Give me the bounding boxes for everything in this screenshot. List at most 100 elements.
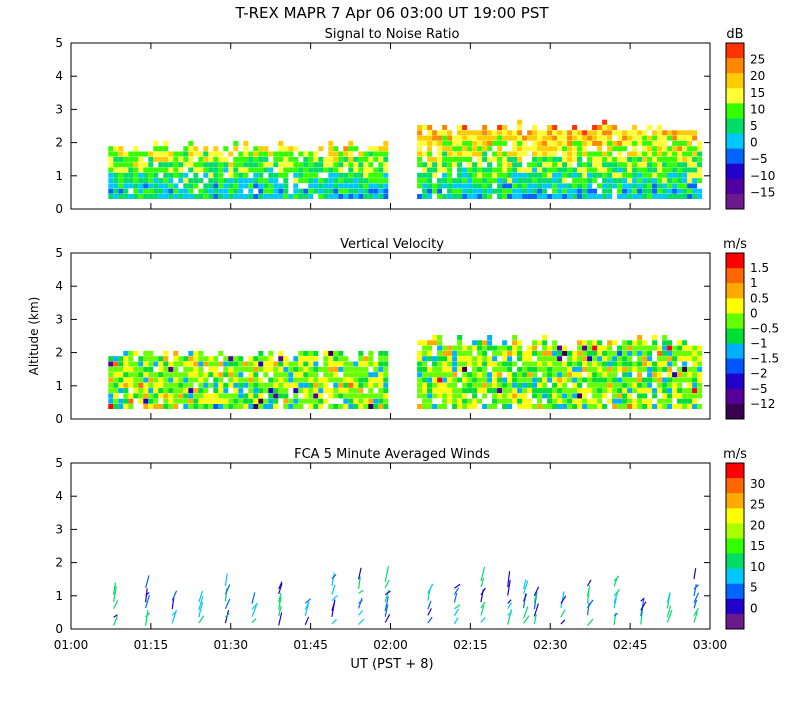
heat-cell (577, 172, 583, 178)
heat-cell (417, 350, 423, 356)
heat-cell (477, 345, 483, 351)
heat-cell (363, 361, 369, 367)
heat-cell (343, 388, 349, 394)
heat-cell (123, 393, 129, 399)
heat-cell (168, 372, 174, 378)
heat-cell (143, 388, 149, 394)
heat-cell (442, 366, 448, 372)
heat-cell (507, 345, 513, 351)
heat-cell (567, 146, 573, 152)
heat-cell (138, 156, 144, 162)
heat-cell (557, 172, 563, 178)
heat-cell (512, 393, 518, 399)
heat-cell (542, 183, 548, 189)
heat-cell (597, 151, 603, 157)
heat-cell (477, 183, 483, 189)
heat-cell (612, 156, 618, 162)
heat-cell (313, 350, 319, 356)
y-tick-label: 3 (55, 102, 63, 116)
heat-cell (253, 178, 259, 184)
heat-cell (113, 146, 119, 152)
wind-barb (480, 566, 486, 582)
heat-cell (572, 377, 578, 383)
heat-cell (607, 130, 613, 136)
wind-barb (453, 608, 460, 617)
heat-cell (597, 156, 603, 162)
heat-cell (318, 156, 324, 162)
heat-cell (572, 151, 578, 157)
heat-cell (697, 194, 703, 199)
heat-cell (572, 178, 578, 184)
heat-cell (358, 388, 364, 394)
heat-cell (148, 178, 154, 184)
heat-cell (442, 377, 448, 383)
heat-cell (677, 350, 683, 356)
heat-cell (632, 178, 638, 184)
heat-cell (318, 382, 324, 388)
heat-cell (198, 162, 204, 168)
wind-barb (613, 578, 618, 587)
heat-cell (228, 366, 234, 372)
heat-cell (333, 146, 339, 152)
heat-cell (168, 167, 174, 173)
heat-cell (557, 398, 563, 404)
heat-cell (457, 350, 463, 356)
heat-cell (363, 178, 369, 184)
heat-cell (133, 151, 139, 157)
heat-cell (432, 156, 438, 162)
heat-cell (617, 345, 623, 351)
heat-cell (687, 388, 693, 394)
heat-cell (437, 167, 443, 173)
colorbar-label: −12 (750, 397, 775, 411)
wind-barb (523, 579, 527, 590)
heat-cell (697, 361, 703, 367)
heat-cell (587, 340, 593, 346)
heat-cell (552, 125, 558, 130)
heat-cell (313, 167, 319, 173)
heat-cell (113, 393, 119, 399)
heat-cell (178, 162, 184, 168)
heat-cell (363, 372, 369, 378)
heat-cell (343, 356, 349, 362)
wind-barb (480, 587, 486, 596)
heat-cell (188, 350, 194, 356)
heat-cell (158, 404, 164, 409)
heat-cell (178, 167, 184, 173)
colorbar-swatch (726, 403, 744, 420)
heat-cell (502, 345, 508, 351)
heat-cell (358, 366, 364, 372)
heat-cell (348, 162, 354, 168)
heat-cell (507, 183, 513, 189)
heat-cell (542, 188, 548, 194)
heat-cell (293, 167, 299, 173)
heat-cell (432, 404, 438, 409)
heat-cell (567, 188, 573, 194)
heat-cell (632, 162, 638, 168)
heat-cell (607, 151, 613, 157)
heat-cell (587, 382, 593, 388)
heat-cell (293, 178, 299, 184)
heat-cell (517, 382, 523, 388)
wind-barb (113, 582, 116, 595)
heat-cell (188, 377, 194, 383)
heat-cell (627, 356, 633, 362)
heat-cell (557, 167, 563, 173)
heat-cell (537, 382, 543, 388)
heat-cell (442, 135, 448, 141)
wind-barb (331, 584, 336, 595)
heat-cell (358, 156, 364, 162)
heat-cell (457, 393, 463, 399)
heat-cell (253, 377, 259, 383)
heat-cell (512, 183, 518, 189)
heat-cell (462, 398, 468, 404)
heat-cell (552, 194, 558, 199)
heat-cell (647, 377, 653, 383)
heat-cell (692, 178, 698, 184)
heat-cell (123, 178, 129, 184)
heat-cell (657, 382, 663, 388)
heat-cell (472, 382, 478, 388)
heat-cell (373, 366, 379, 372)
heat-cell (427, 172, 433, 178)
heat-cell (168, 178, 174, 184)
heat-cell (268, 398, 274, 404)
